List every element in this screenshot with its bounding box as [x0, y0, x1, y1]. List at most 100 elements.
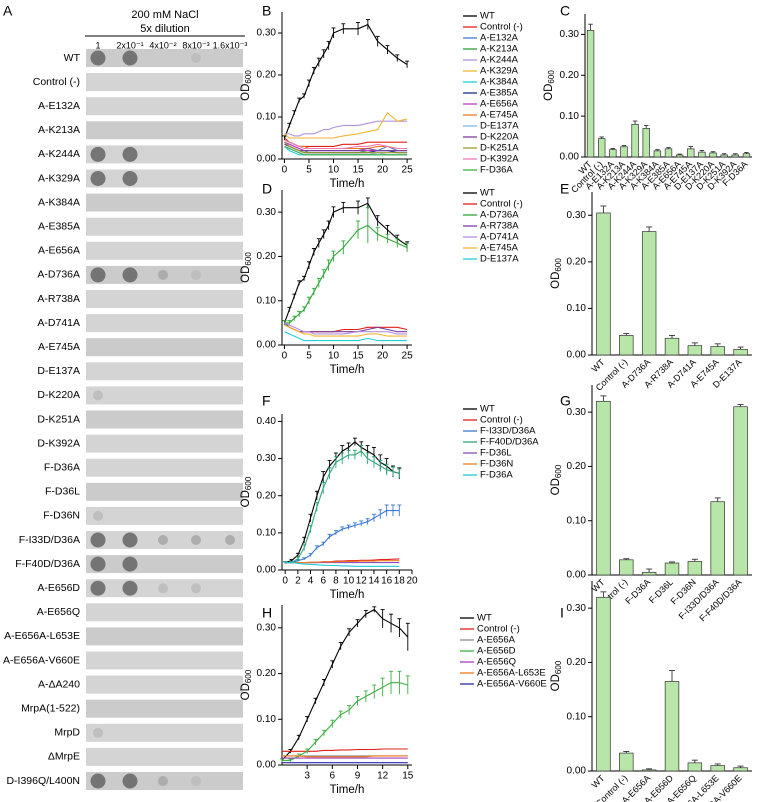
y-axis-title-sub: 600	[244, 252, 253, 266]
spot-strip	[86, 338, 243, 357]
legend-label: D-K220A	[480, 132, 519, 143]
strain-label: ΔMrpE	[48, 751, 80, 763]
bar	[619, 752, 634, 772]
legend-label: Control (-)	[480, 199, 523, 210]
x-axis-title: Time/h	[330, 589, 365, 601]
bar	[687, 345, 703, 356]
strain-label: A-E745A	[38, 341, 80, 353]
legend-label: F-F40D/D36A	[480, 437, 539, 448]
y-tick-label: 0.00	[257, 154, 277, 165]
bar	[733, 767, 748, 772]
colony-spot	[122, 532, 138, 548]
colony-spot	[158, 583, 168, 594]
spot-strip	[86, 675, 243, 694]
y-tick-label: 0.10	[257, 295, 277, 306]
dilution-title: 5x dilution	[140, 23, 190, 35]
colony-spot	[90, 171, 106, 186]
x-tick-label: 5	[306, 165, 312, 176]
spot-strip	[86, 723, 243, 742]
y-tick-label: 0.20	[257, 490, 277, 501]
panel-label: G	[560, 393, 571, 409]
series-line	[285, 510, 400, 564]
spot-strip	[86, 627, 243, 646]
legend-label: WT	[477, 613, 492, 624]
spot-strip	[86, 506, 243, 525]
legend-label: A-E132A	[480, 33, 519, 44]
y-tick-label: 0.20	[567, 256, 587, 267]
series-line	[282, 682, 408, 761]
bar	[596, 400, 611, 576]
panel-label: E	[560, 181, 569, 197]
bar	[710, 501, 725, 576]
series-line	[282, 748, 408, 752]
x-tick-label: 6	[320, 576, 326, 587]
y-tick-label: 0.30	[567, 407, 587, 418]
series-line	[285, 562, 400, 567]
colony-spot	[191, 53, 201, 63]
colony-spot	[191, 535, 201, 545]
colony-spot	[122, 171, 138, 186]
y-tick-label: 0.20	[257, 668, 277, 679]
y-axis-title: OD600	[240, 669, 253, 700]
bar	[596, 212, 611, 356]
legend-label: A-K244A	[480, 55, 519, 66]
colony-spot	[191, 269, 201, 280]
strain-label: A-E656A-L653E	[4, 630, 80, 642]
y-axis-title-sub: 600	[554, 464, 563, 478]
spot-strip	[86, 699, 243, 718]
bar	[586, 29, 595, 158]
panel-label: D	[262, 181, 272, 197]
y-axis-title-main: OD	[240, 84, 252, 101]
dilution-label: 8x10⁻³	[182, 40, 209, 50]
bar	[710, 346, 725, 356]
condition: 200 mM NaCl	[131, 9, 198, 21]
colony-spot	[158, 776, 168, 786]
bar	[687, 561, 703, 576]
legend-label: Control (-)	[477, 624, 520, 635]
strain-label: A-R738A	[37, 293, 80, 305]
x-axis-title: Time/h	[330, 364, 365, 376]
bar	[664, 148, 673, 158]
y-axis-title-sub: 600	[244, 70, 253, 84]
legend-label: Control (-)	[480, 415, 523, 426]
x-tick-label: 0	[282, 351, 288, 362]
x-tick-label: 0	[282, 576, 288, 587]
dilution-label: 1.6x10⁻³	[213, 40, 248, 50]
spot-strip	[86, 362, 243, 381]
panel-label: A	[3, 3, 13, 19]
x-tick-label: 14	[368, 576, 380, 587]
colony-spot	[122, 773, 138, 789]
spot-strip	[86, 603, 243, 622]
series-line	[283, 202, 408, 324]
legend-label: A-E656Q	[477, 657, 516, 668]
colony-spot	[90, 532, 106, 548]
x-axis-title: Time/h	[330, 178, 365, 190]
series-line	[284, 322, 408, 335]
y-tick-label: 0.10	[567, 515, 587, 526]
x-tick-label: 20	[406, 576, 418, 587]
y-tick-label: 0.20	[257, 70, 277, 81]
series-line	[284, 331, 408, 342]
panel-label: H	[262, 605, 272, 621]
x-tick-label: 10	[343, 576, 355, 587]
spot-strip	[86, 73, 243, 92]
y-axis-title-main: OD	[543, 84, 555, 101]
spot-strip	[86, 217, 243, 236]
x-tick-label: 16	[381, 576, 393, 587]
dilution-label: 1	[95, 40, 100, 50]
y-tick-label: 0.20	[257, 251, 277, 262]
x-tick-label: 15	[352, 351, 364, 362]
y-axis-title-main: OD	[550, 478, 562, 495]
bar	[619, 335, 634, 356]
y-axis-title-sub: 600	[244, 669, 253, 683]
legend-label: F-I33D/D36A	[480, 426, 536, 437]
bar	[642, 128, 650, 158]
y-axis-title-main: OD	[240, 683, 252, 700]
series-line	[283, 23, 408, 139]
y-axis-title: OD600	[240, 252, 253, 283]
x-tick-label: F-D36A	[623, 577, 652, 606]
y-tick-label: 0.10	[567, 303, 587, 314]
legend-label: WT	[480, 404, 495, 415]
legend-label: A-E656A-L653E	[477, 668, 546, 679]
x-tick-label: 20	[377, 351, 389, 362]
